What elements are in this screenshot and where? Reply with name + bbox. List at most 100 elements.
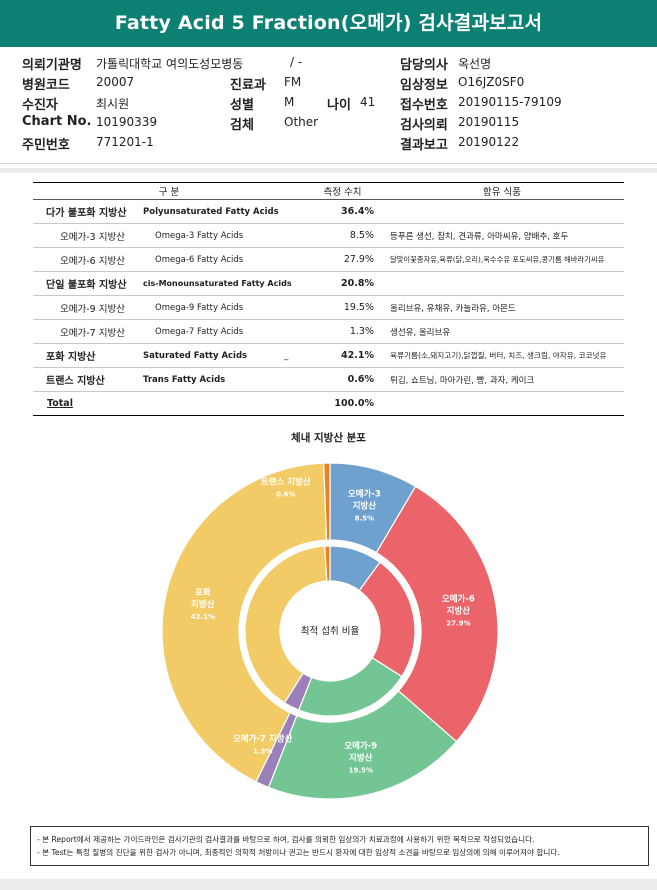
data-label-name-오메가-6-지방산: 오메가-6 [442, 593, 475, 604]
row-name-en: Omega-9 Fatty Acids [143, 295, 305, 320]
row-value: 27.9% [305, 247, 380, 272]
row-name-kr: 다가 불포화 지방산 [33, 199, 143, 224]
data-label-value-트랜스-지방산: 0.6% [276, 491, 295, 499]
hospital-code-value: 20007 [96, 75, 135, 89]
specimen-value: Other [284, 115, 319, 129]
report-date-value: 20190122 [458, 135, 520, 149]
data-label-value-오메가-6-지방산: 27.9% [446, 619, 470, 627]
clinical-info-label: 임상정보 [400, 78, 448, 93]
doctor-value: 옥선명 [458, 57, 492, 71]
row-foods [380, 199, 624, 224]
row-value: 19.5% [305, 295, 380, 320]
outer-slice-오메가-9-지방산 [267, 690, 458, 800]
data-label-name-포화-지방산: 포화 [195, 587, 211, 598]
table-header-row: 구 분 측정 수치 함유 식품 [33, 182, 624, 200]
row-name-en: Omega-7 Fatty Acids [143, 319, 305, 344]
col-header-value: 측정 수치 [305, 182, 380, 200]
row-foods: 등푸른 생선, 참치, 견과류, 아마씨유, 양배추, 호두 [380, 223, 624, 248]
institution-extra: / - [290, 55, 303, 69]
outer-ring [161, 462, 499, 800]
report-title: Fatty Acid 5 Fraction(오메가) 검사결과보고서 [0, 0, 657, 47]
disclaimer-line: - 본 Report에서 제공하는 가이드라인은 검사기관의 검사결과를 바탕으… [37, 835, 535, 844]
report-date-label: 결과보고 [400, 138, 448, 153]
data-label-value-오메가-7-지방산: 1.3% [253, 748, 272, 756]
data-label-name-오메가-6-지방산: 지방산 [447, 605, 471, 616]
table-row: 트랜스 지방산 Trans Fatty Acids 0.6% 튀김, 쇼트닝, … [33, 367, 624, 392]
chart-center-label: 최적 섭취 비율 [301, 625, 360, 637]
row-name-kr: 포화 지방산 [33, 343, 143, 368]
chart-no-label: Chart No. [22, 114, 92, 129]
table-row: 포화 지방산 Saturated Fatty Acids _ 42.1% 육류기… [33, 343, 624, 368]
data-label-value-오메가-9-지방산: 19.5% [349, 766, 373, 774]
data-label-name-오메가-3-지방산: 오메가-3 [348, 489, 381, 500]
data-label-name-오메가-9-지방산: 오메가-9 [344, 740, 377, 751]
data-label-name-트랜스-지방산: 트랜스 지방산 [261, 477, 311, 488]
data-label-name-오메가-3-지방산: 지방산 [353, 501, 377, 512]
receipt-no-label: 접수번호 [400, 98, 448, 113]
institution-value: 가톨릭대학교 여의도성모병동 [96, 57, 244, 71]
table-row: 오메가-6 지방산 Omega-6 Fatty Acids 27.9% 달맞이꽃… [33, 247, 624, 272]
row-foods: 튀김, 쇼트닝, 마아가린, 빵, 과자, 케이크 [380, 367, 624, 392]
department-label: 진료과 [230, 78, 266, 93]
row-name-kr: 단일 불포화 지방산 [33, 271, 143, 296]
outer-slice-트랜스-지방산 [323, 462, 331, 541]
resident-no-value: 771201-1 [96, 135, 154, 149]
inner-slice-포화-지방산 [244, 545, 328, 704]
fatty-acid-table: 구 분 측정 수치 함유 식품 다가 불포화 지방산 Polyunsaturat… [33, 182, 624, 416]
disclaimer-box: - 본 Report에서 제공하는 가이드라인은 검사기관의 검사결과를 바탕으… [30, 826, 649, 866]
row-name-en: Saturated Fatty Acids _ [143, 343, 305, 368]
table-row: 오메가-9 지방산 Omega-9 Fatty Acids 19.5% 올리브유… [33, 295, 624, 320]
row-name-en: Omega-3 Fatty Acids [143, 223, 305, 248]
age-value: 41 [360, 95, 376, 109]
col-header-foods: 함유 식품 [380, 182, 624, 200]
row-foods: 올리브유, 유채유, 카놀라유, 아몬드 [380, 295, 624, 320]
row-name-kr: 오메가-3 지방산 [33, 223, 143, 248]
specimen-label: 검체 [230, 118, 254, 133]
clinical-info-value: O16JZ0SF0 [458, 75, 525, 89]
row-foods: 육류기름(소,돼지고기),닭껍질, 버터, 치즈, 생크림, 야자유, 코코넛유 [380, 343, 624, 368]
header-divider [0, 163, 657, 164]
data-label-name-오메가-9-지방산: 지방산 [349, 752, 373, 763]
outer-slice-오메가-6-지방산 [375, 485, 499, 743]
row-name-en: Trans Fatty Acids [143, 367, 305, 392]
request-date-label: 검사의뢰 [400, 118, 448, 133]
row-value: 36.4% [305, 199, 380, 224]
data-label-value-오메가-3-지방산: 8.5% [355, 515, 374, 523]
total-spacer [143, 391, 305, 416]
row-value: 0.6% [305, 367, 380, 392]
recipient-label: 수진자 [22, 98, 58, 113]
hospital-code-label: 병원코드 [22, 78, 70, 93]
row-name-en-text: Saturated Fatty Acids [143, 350, 248, 361]
institution-label: 의뢰기관명 [22, 58, 82, 73]
doctor-label: 담당의사 [400, 58, 448, 73]
age-label: 나이 [327, 98, 351, 113]
section-gap [0, 168, 657, 173]
row-value: 8.5% [305, 223, 380, 248]
sex-value: M [284, 95, 295, 109]
row-name-kr: 트랜스 지방산 [33, 367, 143, 392]
row-value: 20.8% [305, 271, 380, 296]
footer-bar [0, 879, 657, 890]
department-value: FM [284, 75, 302, 89]
row-foods [380, 271, 624, 296]
row-name-kr: 오메가-7 지방산 [33, 319, 143, 344]
row-foods: 생선유, 올리브유 [380, 319, 624, 344]
data-label-name-포화-지방산: 지방산 [191, 599, 215, 610]
inner-slice-트랜스-지방산 [324, 545, 331, 582]
table-row: 단일 불포화 지방산 cis-Monounsaturated Fatty Aci… [33, 271, 624, 296]
row-mark: _ [284, 350, 289, 361]
row-value: 42.1% [305, 343, 380, 368]
row-foods: 달맞이꽃종자유,육류(닭,오리),옥수수유 포도씨유,콩기름 해바라기씨유 [380, 247, 624, 272]
sex-label: 성별 [230, 98, 254, 113]
col-header-category: 구 분 [33, 182, 305, 200]
row-name-en: Polyunsaturated Fatty Acids [143, 199, 305, 224]
receipt-no-value: 20190115-79109 [458, 95, 562, 109]
table-row: 다가 불포화 지방산 Polyunsaturated Fatty Acids 3… [33, 199, 624, 224]
request-date-value: 20190115 [458, 115, 520, 129]
total-label: Total [33, 391, 143, 416]
outer-slice-포화-지방산 [161, 462, 328, 783]
resident-no-label: 주민번호 [22, 138, 70, 153]
row-name-en: Omega-6 Fatty Acids [143, 247, 305, 272]
total-value: 100.0% [305, 391, 380, 416]
table-row: 오메가-3 지방산 Omega-3 Fatty Acids 8.5% 등푸른 생… [33, 223, 624, 248]
